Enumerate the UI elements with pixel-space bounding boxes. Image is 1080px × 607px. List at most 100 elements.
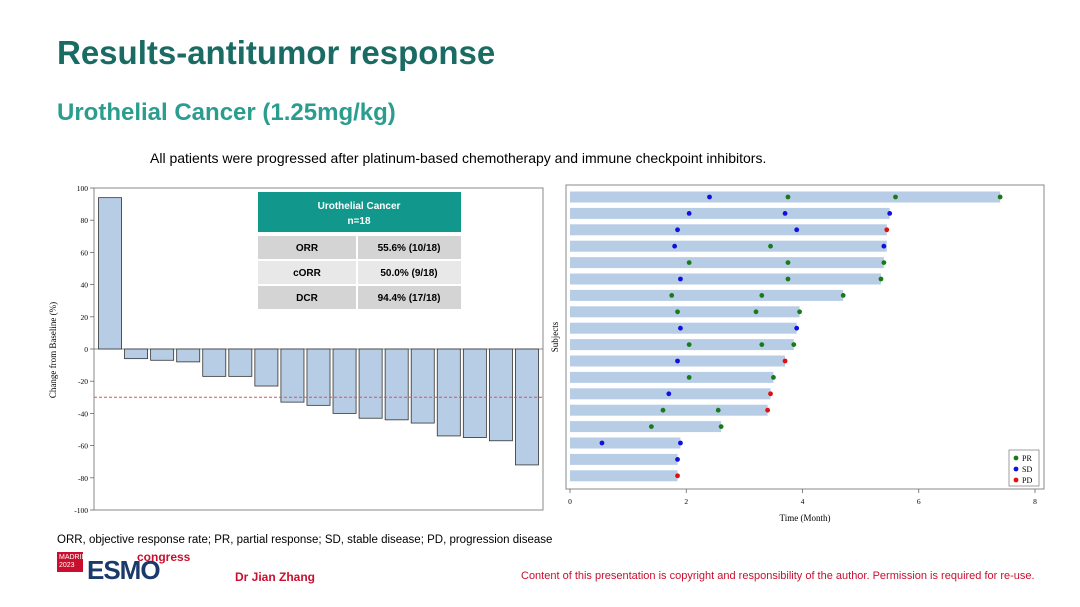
waterfall-y-axis-label: Change from Baseline (%) bbox=[48, 302, 58, 398]
waterfall-y-tick-label: 40 bbox=[81, 281, 89, 290]
swimmer-event-pr-marker bbox=[686, 260, 692, 265]
waterfall-y-tick-label: 60 bbox=[81, 248, 89, 257]
abbreviations-footnote: ORR, objective response rate; PR, partia… bbox=[57, 534, 553, 546]
response-table-label-cell bbox=[258, 261, 356, 284]
slide-description: All patients were progressed after plati… bbox=[150, 150, 767, 166]
waterfall-bar bbox=[280, 348, 305, 403]
swimmer-bar bbox=[570, 371, 774, 383]
swimmer-bar bbox=[570, 289, 844, 301]
logo-city-year: MADRID 2023 bbox=[57, 552, 87, 572]
response-table-n: n=18 bbox=[347, 216, 371, 227]
waterfall-y-ticks: 100 80 60 40 20 0 -20 -40 -60 -80 -100 bbox=[74, 184, 94, 515]
swimmer-event-pr-marker bbox=[753, 309, 759, 315]
logo-event: congress bbox=[137, 550, 191, 564]
swimmer-bars bbox=[570, 191, 1003, 482]
copyright-notice: Content of this presentation is copyrigh… bbox=[521, 570, 1035, 582]
response-table-label: ORR bbox=[296, 243, 319, 254]
legend-pd-label: PD bbox=[1022, 476, 1032, 485]
swimmer-bar bbox=[570, 224, 887, 236]
waterfall-bar bbox=[332, 348, 357, 414]
swimmer-bar bbox=[570, 191, 1001, 203]
waterfall-bar bbox=[98, 197, 122, 350]
swimmer-event-pr-marker bbox=[686, 342, 692, 347]
waterfall-bar bbox=[176, 348, 201, 363]
swimmer-event-pr-marker bbox=[660, 407, 666, 413]
response-table-value-cell bbox=[358, 236, 461, 259]
swimmer-event-sd-marker bbox=[782, 211, 788, 216]
response-table-label-cell bbox=[258, 236, 356, 259]
swimmer-event-sd-marker bbox=[599, 440, 605, 446]
swimmer-event-pd-marker bbox=[884, 227, 890, 233]
swimmer-event-sd-marker bbox=[675, 358, 680, 364]
legend-pr-label: PR bbox=[1022, 454, 1032, 463]
waterfall-bar bbox=[202, 348, 227, 377]
waterfall-y-tick-label: 100 bbox=[77, 184, 89, 193]
swimmer-event-pr-marker bbox=[785, 276, 791, 282]
swimmer-event-sd-marker bbox=[686, 211, 692, 216]
waterfall-y-tick-label: 20 bbox=[81, 313, 89, 322]
response-table-label-cell bbox=[258, 286, 356, 309]
swimmer-bar bbox=[570, 273, 881, 285]
swimmer-event-sd-marker bbox=[678, 440, 683, 446]
swimmer-event-pr-marker bbox=[686, 375, 692, 380]
response-table-value-cell bbox=[358, 286, 461, 309]
waterfall-bar bbox=[306, 348, 331, 406]
swimmer-event-pr-marker bbox=[797, 309, 802, 315]
waterfall-bar bbox=[462, 348, 487, 438]
waterfall-bars bbox=[98, 197, 539, 466]
swimmer-event-pd-marker bbox=[675, 473, 680, 479]
waterfall-y-tick-label: -100 bbox=[74, 506, 88, 515]
waterfall-bar bbox=[254, 348, 279, 387]
swimmer-event-pr-marker bbox=[771, 375, 776, 380]
swimmer-plot-frame bbox=[565, 184, 1045, 490]
swimmer-bar bbox=[570, 453, 678, 465]
response-table-rows: ORR 55.6% (10/18) cORR 50.0% (9/18) DCR 94.4%… bbox=[258, 236, 461, 309]
swimmer-event-sd-marker bbox=[794, 325, 800, 331]
waterfall-y-tick-label: 0 bbox=[84, 345, 88, 354]
swimmer-event-sd-marker bbox=[794, 227, 800, 233]
response-table-value: 55.6% (10/18) bbox=[378, 243, 441, 254]
swimmer-bar bbox=[570, 437, 681, 449]
swimmer-bar bbox=[570, 322, 797, 334]
waterfall-y-tick-label: -20 bbox=[78, 377, 88, 386]
slide-subtitle: Urothelial Cancer (1.25mg/kg) bbox=[57, 99, 396, 126]
waterfall-bar bbox=[436, 348, 461, 437]
swimmer-event-pr-marker bbox=[893, 194, 898, 200]
waterfall-y-tick-label: 80 bbox=[81, 216, 89, 225]
swimmer-event-sd-marker bbox=[678, 325, 683, 331]
response-table-value-cell bbox=[358, 261, 461, 284]
swimmer-event-sd-marker bbox=[678, 276, 683, 282]
swimmer-plot: 0 2 4 6 8 Time (Month) Subjects PR SD PD bbox=[550, 184, 1045, 523]
waterfall-y-tick-label: -60 bbox=[78, 442, 88, 451]
swimmer-x-tick-label: 4 bbox=[801, 497, 805, 506]
swimmer-bar bbox=[570, 240, 887, 252]
swimmer-event-pr-marker bbox=[791, 342, 797, 347]
swimmer-event-pr-marker bbox=[881, 260, 887, 265]
waterfall-chart: 100 80 60 40 20 0 -20 -40 -60 -80 -100 Change from… bbox=[48, 184, 544, 515]
logo-brand: ESMO bbox=[87, 555, 161, 585]
swimmer-bar bbox=[570, 421, 722, 433]
swimmer-event-sd-marker bbox=[887, 211, 893, 216]
response-table-header bbox=[258, 192, 461, 232]
waterfall-bar bbox=[228, 348, 253, 377]
legend-pr-marker bbox=[1013, 455, 1019, 461]
waterfall-bar bbox=[150, 348, 175, 361]
waterfall-bar bbox=[124, 348, 149, 360]
response-table: Urothelial Cancer n=18 ORR 55.6% (10/18) c… bbox=[258, 192, 461, 309]
waterfall-bar bbox=[515, 348, 539, 466]
response-table-title: Urothelial Cancer bbox=[318, 201, 401, 212]
swimmer-event-pr-marker bbox=[785, 194, 791, 200]
swimmer-event-pr-marker bbox=[759, 342, 765, 347]
swimmer-event-pr-marker bbox=[718, 424, 724, 429]
swimmer-event-sd-marker bbox=[881, 243, 887, 249]
slide-title: Results-antitumor response bbox=[57, 34, 496, 71]
swimmer-event-pr-marker bbox=[669, 293, 675, 298]
waterfall-y-tick-label: -80 bbox=[78, 474, 88, 483]
legend-sd-label: SD bbox=[1022, 465, 1032, 474]
swimmer-event-pr-marker bbox=[768, 243, 773, 249]
swimmer-x-ticks: 0 2 4 6 8 bbox=[568, 489, 1037, 506]
response-table-label: DCR bbox=[296, 293, 318, 304]
swimmer-event-pr-marker bbox=[675, 309, 680, 315]
swimmer-event-pr-marker bbox=[997, 194, 1003, 200]
swimmer-event-pd-marker bbox=[768, 391, 773, 397]
